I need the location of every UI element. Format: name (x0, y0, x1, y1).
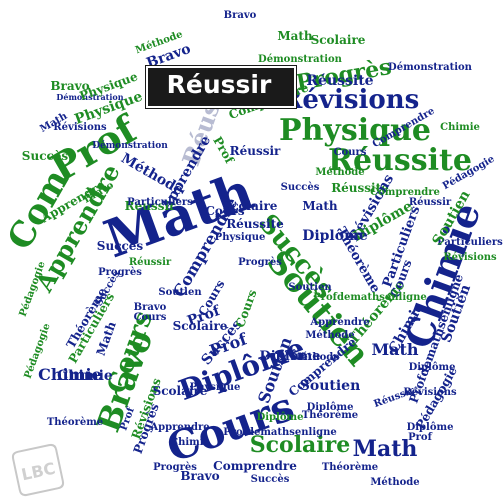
cloud-word: Scolaire (223, 199, 278, 213)
cloud-word: Chimie (440, 122, 480, 133)
cloud-word: Profdemathsenligne (223, 427, 337, 438)
cloud-word: Révisions (53, 122, 107, 133)
cloud-word: Soutien (158, 287, 202, 298)
cloud-word: Progrès (98, 267, 142, 278)
cloud-word: Bravo (224, 10, 257, 21)
cloud-word: Physique (215, 232, 266, 243)
cloud-word: Scolaire (311, 33, 366, 47)
cloud-word: Diplôme (409, 362, 456, 373)
cloud-word: Démonstration (92, 140, 168, 151)
cloud-word: Cours (134, 312, 167, 323)
cloud-word: Réussite (306, 73, 373, 89)
cloud-word: Particuliers (437, 237, 503, 248)
cloud-word: Méthode (305, 330, 354, 341)
cloud-word: Scolaire (153, 384, 208, 398)
cloud-word: Réussite (331, 181, 389, 195)
cloud-word: Cours (233, 288, 260, 330)
cloud-word: Scolaire (250, 432, 351, 458)
cloud-word: Réussir (409, 197, 452, 208)
cloud-word: Méthode (315, 167, 364, 178)
cloud-word: Chimie (38, 365, 102, 384)
cloud-word: Diplôme (302, 228, 368, 244)
cloud-word: Diplôme (407, 422, 454, 433)
cloud-word: Réussite (328, 143, 472, 178)
cloud-word: Cours (205, 204, 245, 218)
cloud-word: Succès (97, 239, 144, 253)
cloud-word: Math (277, 29, 313, 43)
cloud-word: Prof (408, 432, 432, 443)
cloud-word: Réussir (129, 257, 172, 268)
cloud-word: Chimie (57, 368, 113, 384)
cloud-word: Math (353, 436, 418, 462)
cloud-word: Succès (22, 149, 69, 163)
cloud-word: Démonstration (258, 54, 343, 65)
cloud-word: Théorème (322, 462, 378, 473)
cloud-word: Bravo (180, 469, 219, 483)
cloud-word: Cours (334, 147, 367, 158)
highlight-label: Réussir (166, 70, 272, 99)
leboncoin-logo-icon: LBC (11, 443, 65, 497)
cloud-word: Comprendre (370, 187, 440, 198)
cloud-word: Bravo (50, 79, 89, 93)
cloud-word: Démonstration (388, 62, 473, 73)
cloud-word: Progrès (153, 462, 197, 473)
cloud-word: Théorème (47, 417, 103, 428)
cloud-word: Succès (251, 474, 290, 485)
cloud-word: Progrès (238, 257, 282, 268)
cloud-word: Diplôme (260, 349, 321, 364)
cloud-word: Réussir (230, 144, 281, 158)
cloud-word: Démonstration (56, 92, 123, 102)
watermark-text: LBC (20, 459, 57, 485)
cloud-word: Math (302, 199, 338, 213)
cloud-word: Révisions (281, 85, 420, 115)
cloud-word: Bravo (134, 302, 167, 313)
cloud-word: Révisions (403, 387, 457, 398)
cloud-word: Profdemathsenligne (313, 292, 427, 303)
cloud-word: Diplôme (257, 412, 304, 423)
cloud-word: Particuliers (127, 197, 193, 208)
highlight-badge (146, 66, 296, 108)
cloud-word: Réussite (226, 217, 284, 231)
cloud-word: Comprendre (213, 459, 297, 473)
cloud-word: Réussir (125, 199, 176, 213)
cloud-word: Théorème (302, 410, 358, 421)
cloud-word: Réussir (372, 385, 416, 410)
cloud-word: Physique (190, 382, 241, 393)
cloud-word: Diplôme (307, 402, 354, 413)
cloud-word: Scolaire (173, 319, 228, 333)
cloud-word: Succès (281, 182, 320, 193)
cloud-word: Soutien (300, 378, 361, 394)
cloud-word: Soutien (288, 282, 332, 293)
cloud-word: Révisions (443, 252, 497, 263)
cloud-word: Méthode (370, 477, 419, 488)
cloud-word: Math (371, 340, 418, 359)
cloud-word: Chimie (170, 437, 210, 448)
cloud-word: Méthode (290, 352, 339, 363)
cloud-word: Apprendre (309, 317, 369, 328)
cloud-word: Apprendre (149, 422, 209, 433)
cloud-word: Physique (279, 113, 431, 148)
